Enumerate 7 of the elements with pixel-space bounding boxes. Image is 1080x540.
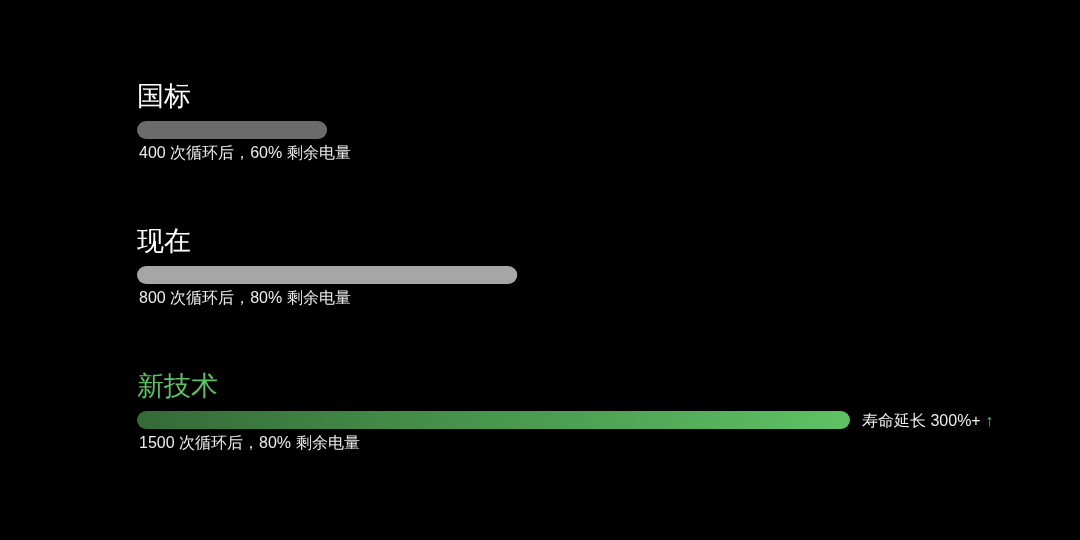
y-tick-label: 国标 [137,81,191,111]
text: 寿命延长 300%+ ↑ [862,411,994,429]
data-label: 400 次循环后，60% 剩余电量 [139,144,351,161]
y-tick-label: 新技术 [137,371,218,401]
data-label: 1500 次循环后，80% 剩余电量 [139,434,360,451]
y-tick-label: 现在 [137,226,191,256]
data-label: 800 次循环后，80% 剩余电量 [139,289,351,306]
